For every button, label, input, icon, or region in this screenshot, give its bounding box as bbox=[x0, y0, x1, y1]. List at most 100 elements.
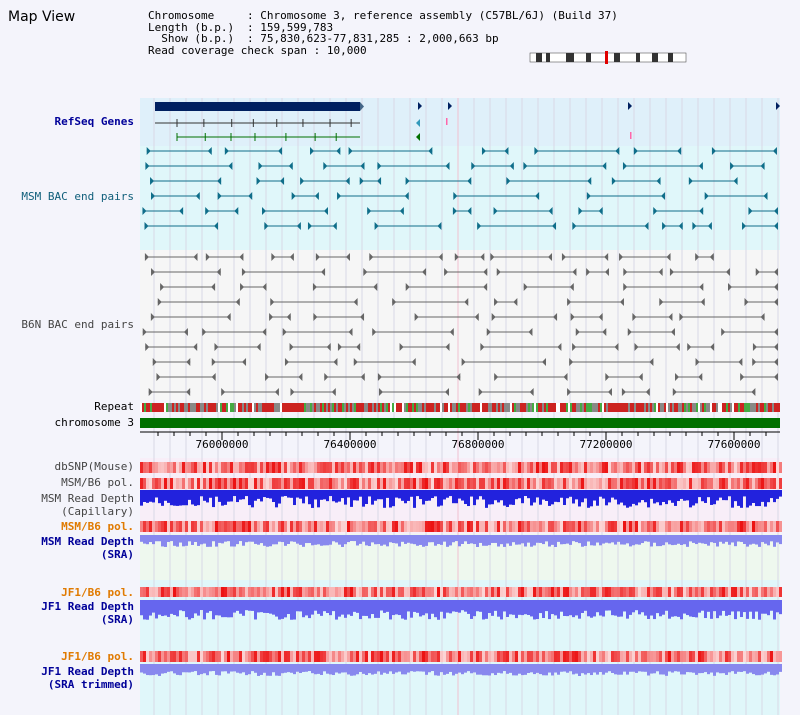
depth-bar bbox=[335, 535, 338, 543]
depth-bar bbox=[581, 664, 584, 674]
heat-mark bbox=[167, 587, 170, 597]
depth-bar bbox=[620, 600, 623, 617]
info-value: Chromosome 3, reference assembly (C57BL/… bbox=[260, 9, 618, 22]
bac-end-mark bbox=[456, 373, 461, 381]
heat-mark bbox=[485, 478, 488, 489]
heat-mark bbox=[185, 462, 188, 473]
repeat-mark bbox=[606, 403, 608, 412]
heat-mark bbox=[578, 587, 581, 597]
repeat-mark bbox=[770, 403, 772, 412]
heat-mark bbox=[710, 587, 713, 597]
heat-mark bbox=[575, 651, 578, 662]
repeat-mark bbox=[140, 403, 142, 412]
repeat-mark bbox=[474, 403, 476, 412]
depth-bar bbox=[473, 535, 476, 545]
depth-bar bbox=[254, 490, 257, 501]
repeat-mark bbox=[724, 403, 726, 412]
repeat-mark bbox=[284, 403, 286, 412]
heat-mark bbox=[488, 462, 491, 473]
depth-bar bbox=[446, 535, 449, 547]
heat-mark bbox=[287, 462, 290, 473]
heat-mark bbox=[461, 521, 464, 532]
heat-mark bbox=[389, 651, 392, 662]
repeat-mark bbox=[338, 403, 340, 412]
repeat-mark bbox=[180, 403, 182, 412]
heat-mark bbox=[443, 587, 446, 597]
depth-bar bbox=[539, 535, 542, 543]
repeat-mark bbox=[286, 403, 288, 412]
depth-bar bbox=[416, 535, 419, 546]
heat-mark bbox=[626, 478, 629, 489]
repeat-mark bbox=[466, 403, 468, 412]
heat-mark bbox=[662, 651, 665, 662]
heat-mark bbox=[491, 462, 494, 473]
depth-bar bbox=[575, 490, 578, 500]
heat-mark bbox=[611, 478, 614, 489]
depth-bar bbox=[620, 664, 623, 675]
depth-bar bbox=[698, 664, 701, 674]
heat-mark bbox=[731, 587, 734, 597]
repeat-mark bbox=[772, 403, 774, 412]
depth-bar bbox=[665, 535, 668, 543]
heat-mark bbox=[494, 478, 497, 489]
heat-mark bbox=[317, 478, 320, 489]
repeat-mark bbox=[486, 403, 488, 412]
repeat-mark bbox=[484, 403, 486, 412]
depth-bar bbox=[311, 664, 314, 674]
repeat-mark bbox=[602, 403, 604, 412]
heat-mark bbox=[533, 462, 536, 473]
depth-bar bbox=[212, 535, 215, 542]
depth-bar bbox=[776, 664, 779, 675]
repeat-mark bbox=[524, 403, 526, 412]
bac-end-mark bbox=[207, 147, 212, 155]
depth-bar bbox=[302, 664, 305, 672]
depth-bar bbox=[440, 490, 443, 506]
heat-mark bbox=[443, 651, 446, 662]
heat-mark bbox=[245, 651, 248, 662]
depth-bar bbox=[626, 490, 629, 508]
depth-bar bbox=[305, 664, 308, 672]
heat-mark bbox=[470, 651, 473, 662]
bac-end-mark bbox=[535, 192, 540, 200]
bac-end-mark bbox=[704, 192, 709, 200]
depth-bar bbox=[680, 600, 683, 620]
depth-bar bbox=[575, 600, 578, 616]
depth-bar bbox=[248, 535, 251, 542]
bac-end-mark bbox=[529, 388, 534, 396]
depth-bar bbox=[167, 664, 170, 672]
depth-bar bbox=[404, 600, 407, 620]
heat-mark bbox=[428, 462, 431, 473]
depth-bar bbox=[203, 600, 206, 620]
heat-mark bbox=[737, 587, 740, 597]
repeat-mark bbox=[744, 403, 746, 412]
heat-mark bbox=[215, 651, 218, 662]
heat-mark bbox=[749, 521, 752, 532]
repeat-mark bbox=[662, 403, 664, 412]
depth-bar bbox=[170, 600, 173, 614]
depth-bar bbox=[497, 490, 500, 503]
heat-mark bbox=[473, 587, 476, 597]
heat-mark bbox=[656, 651, 659, 662]
heat-mark bbox=[200, 462, 203, 473]
depth-bar bbox=[635, 664, 638, 673]
depth-bar bbox=[404, 535, 407, 544]
depth-bar bbox=[146, 600, 149, 620]
depth-bar bbox=[650, 600, 653, 616]
heat-mark bbox=[500, 651, 503, 662]
depth-bar bbox=[668, 535, 671, 545]
heat-mark bbox=[659, 521, 662, 532]
heat-mark bbox=[188, 521, 191, 532]
bac-end-mark bbox=[728, 283, 733, 291]
heat-mark bbox=[212, 587, 215, 597]
depth-bar bbox=[386, 664, 389, 674]
depth-bar bbox=[470, 600, 473, 619]
heat-mark bbox=[218, 462, 221, 473]
depth-bar bbox=[626, 535, 629, 544]
heat-mark bbox=[353, 478, 356, 489]
heat-mark bbox=[419, 651, 422, 662]
heat-mark bbox=[779, 587, 782, 597]
bac-end-mark bbox=[730, 162, 735, 170]
heat-mark bbox=[542, 462, 545, 473]
bac-end-mark bbox=[569, 358, 574, 366]
